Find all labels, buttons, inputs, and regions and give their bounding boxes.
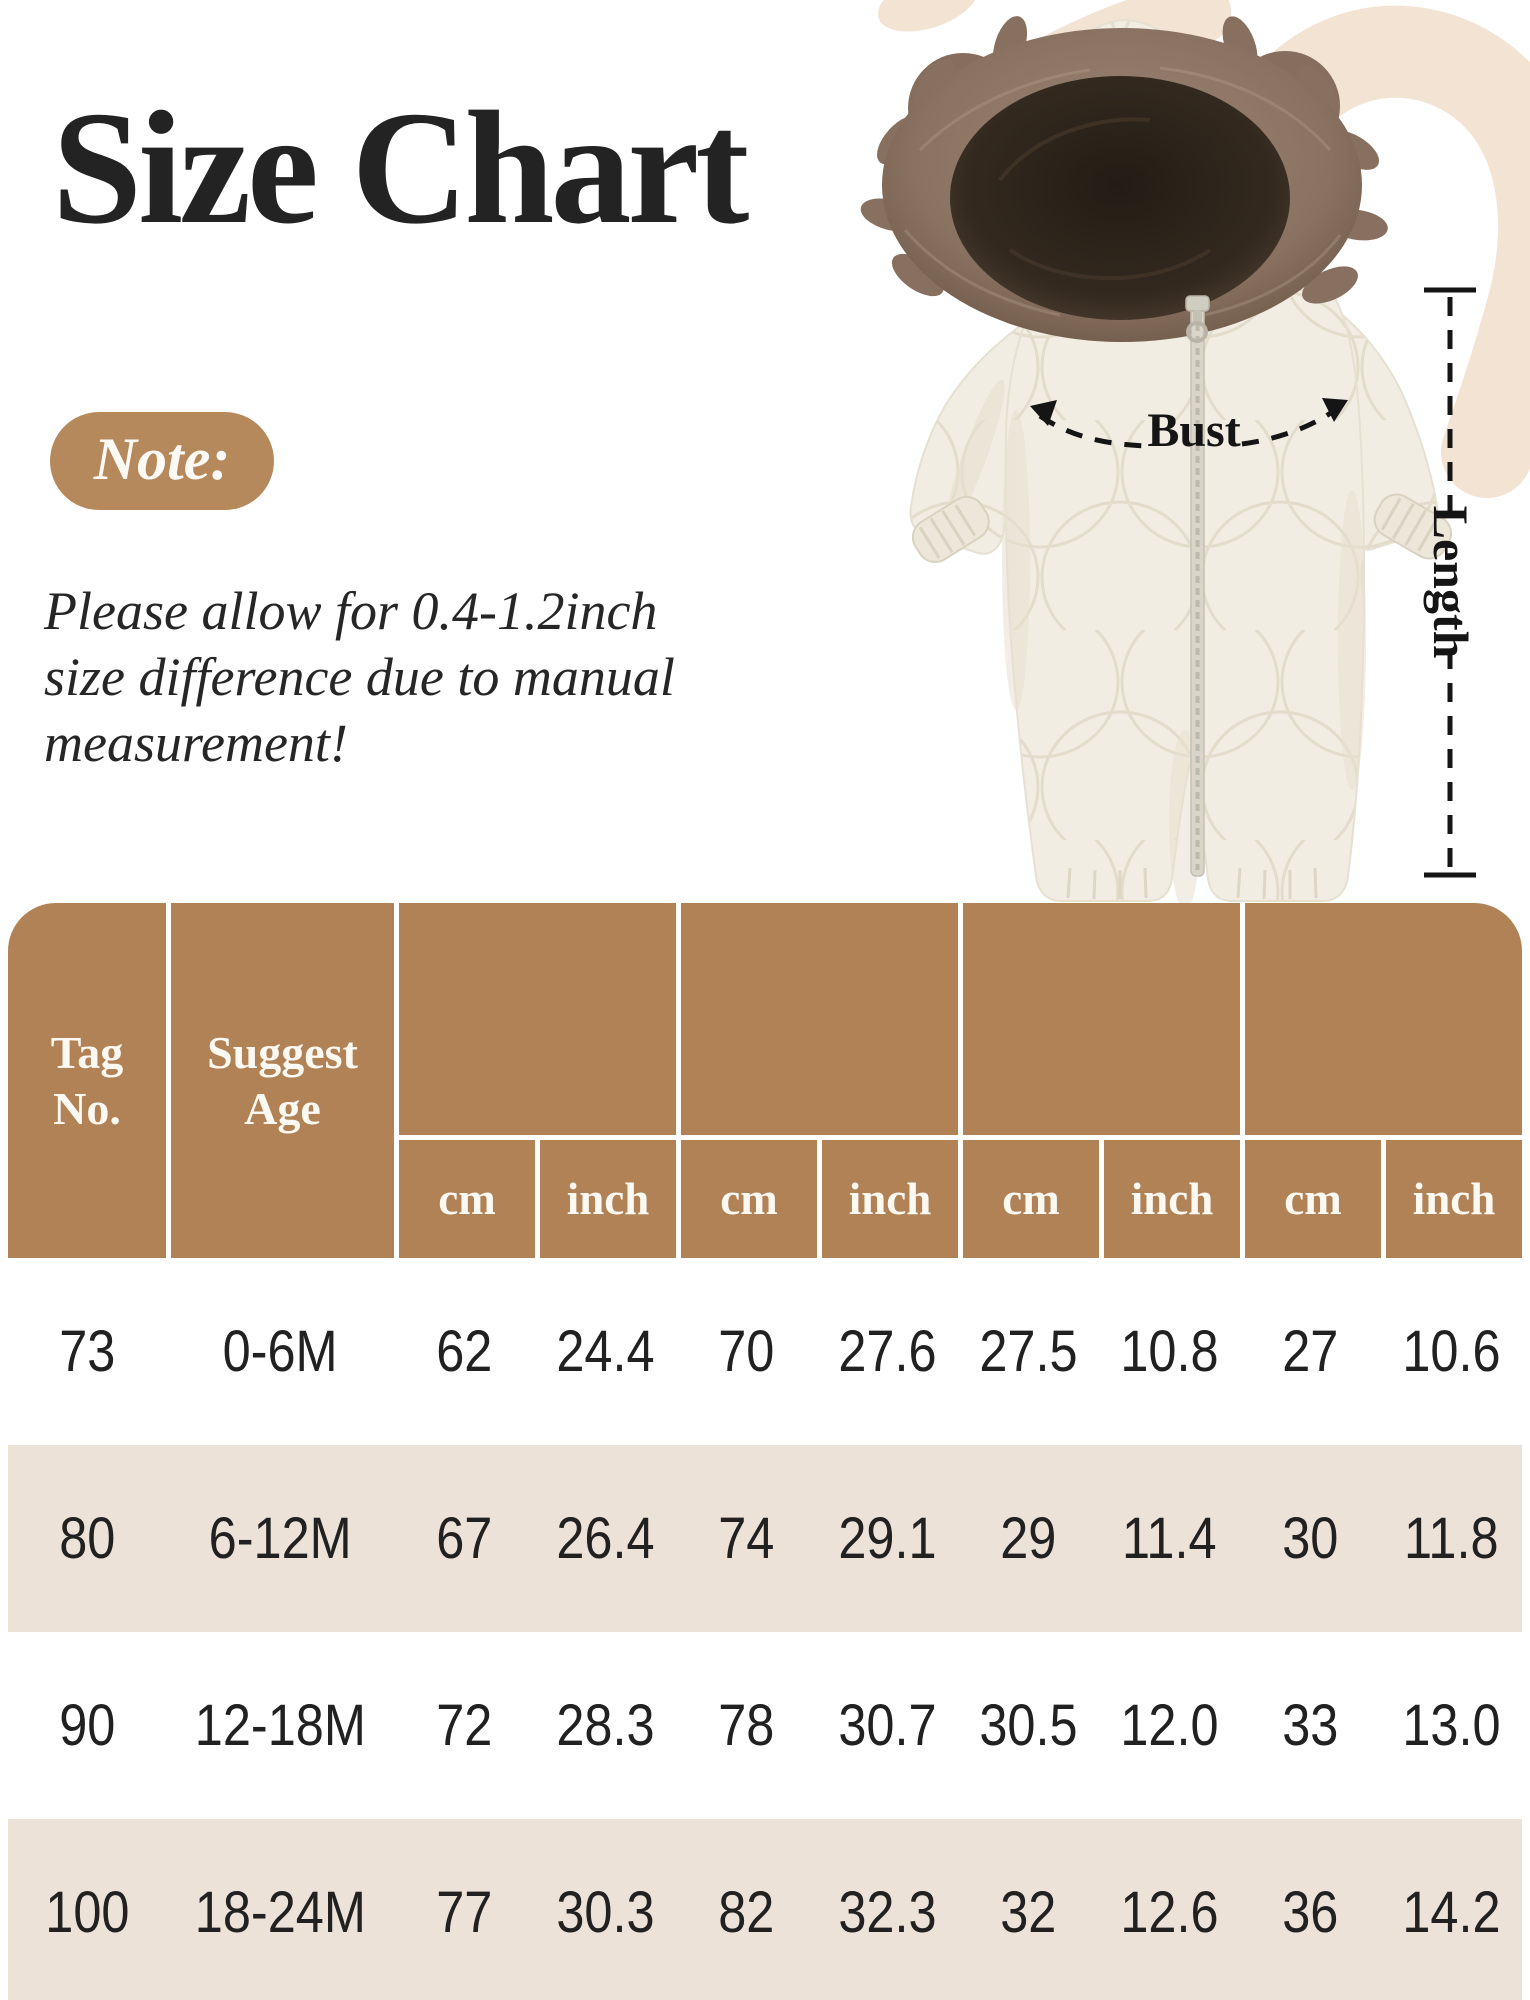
table-row: 73 0-6M 62 24.4 70 27.6 27.5 10.8 27 10.…: [8, 1258, 1522, 1445]
table-cell: 11.4: [1099, 1445, 1240, 1632]
table-cell: 18-24M: [166, 1819, 394, 2000]
table-cell: 27.6: [817, 1258, 958, 1445]
bust-annotation: Bust: [1030, 398, 1348, 457]
snowsuit-illustration: Bust Length: [860, 0, 1530, 910]
col-header-suggest-age: Suggest Age: [166, 903, 394, 1258]
table-cell: 30.7: [817, 1632, 958, 1819]
table-cell: 80: [8, 1445, 166, 1632]
col-header-shoulder: [958, 903, 1240, 1135]
col-header-length: [394, 903, 676, 1135]
unit-header-cm: cm: [394, 1135, 535, 1258]
table-cell: 30.3: [535, 1819, 676, 2000]
table-cell: 0-6M: [166, 1258, 394, 1445]
table-cell: 32: [958, 1819, 1099, 2000]
table-cell: 73: [8, 1258, 166, 1445]
bust-arrow-right: [1322, 398, 1348, 422]
page-title: Size Chart: [52, 79, 749, 258]
length-label: Length: [1423, 506, 1479, 659]
table-cell: 32.3: [817, 1819, 958, 2000]
table-cell: 62: [394, 1258, 535, 1445]
unit-header-inch: inch: [1099, 1135, 1240, 1258]
note-line: Please allow for 0.4-1.2inch: [44, 581, 658, 641]
unit-header-cm: cm: [958, 1135, 1099, 1258]
table-cell: 14.2: [1381, 1819, 1522, 2000]
unit-header-inch: inch: [535, 1135, 676, 1258]
hood-interior: [950, 76, 1290, 320]
table-row: 80 6-12M 67 26.4 74 29.1 29 11.4 30 11.8: [8, 1445, 1522, 1632]
table-cell: 77: [394, 1819, 535, 2000]
table-cell: 82: [676, 1819, 817, 2000]
col-header-bust: [676, 903, 958, 1135]
right-cuff: [1373, 493, 1453, 560]
table-cell: 74: [676, 1445, 817, 1632]
left-cuff: [911, 495, 990, 563]
table-row: 100 18-24M 77 30.3 82 32.3 32 12.6 36 14…: [8, 1819, 1522, 2000]
table-cell: 11.8: [1381, 1445, 1522, 1632]
unit-header-cm: cm: [676, 1135, 817, 1258]
table-cell: 12.0: [1099, 1632, 1240, 1819]
bust-label: Bust: [1147, 404, 1240, 457]
bust-arrow-left: [1030, 400, 1057, 426]
unit-header-inch: inch: [1381, 1135, 1522, 1258]
note-paragraph: Please allow for 0.4-1.2inch size differ…: [44, 578, 684, 776]
bear-hood: [860, 16, 1388, 342]
unit-header-inch: inch: [817, 1135, 958, 1258]
zipper: [1185, 295, 1210, 877]
table-cell: 67: [394, 1445, 535, 1632]
table-cell: 72: [394, 1632, 535, 1819]
table-cell: 100: [8, 1819, 166, 2000]
table-cell: 28.3: [535, 1632, 676, 1819]
table-cell: 10.6: [1381, 1258, 1522, 1445]
table-cell: 6-12M: [166, 1445, 394, 1632]
note-badge-label: Note:: [93, 425, 231, 492]
col-header-sleeve: [1240, 903, 1522, 1135]
table-cell: 70: [676, 1258, 817, 1445]
table-cell: 26.4: [535, 1445, 676, 1632]
col-header-tag-no: Tag No.: [8, 903, 166, 1258]
unit-header-cm: cm: [1240, 1135, 1381, 1258]
table-cell: 90: [8, 1632, 166, 1819]
table-cell: 33: [1240, 1632, 1381, 1819]
table-cell: 36: [1240, 1819, 1381, 2000]
table-cell: 30.5: [958, 1632, 1099, 1819]
table-cell: 78: [676, 1632, 817, 1819]
table-cell: 24.4: [535, 1258, 676, 1445]
table-cell: 10.8: [1099, 1258, 1240, 1445]
note-line: measurement!: [44, 713, 348, 773]
table-cell: 12-18M: [166, 1632, 394, 1819]
note-badge: Note:: [50, 412, 274, 510]
table-cell: 13.0: [1381, 1632, 1522, 1819]
table-cell: 30: [1240, 1445, 1381, 1632]
table-cell: 29.1: [817, 1445, 958, 1632]
table-row: 90 12-18M 72 28.3 78 30.7 30.5 12.0 33 1…: [8, 1632, 1522, 1819]
table-cell: 27: [1240, 1258, 1381, 1445]
table-cell: 12.6: [1099, 1819, 1240, 2000]
note-line: size difference due to manual: [44, 647, 675, 707]
table-cell: 27.5: [958, 1258, 1099, 1445]
size-table: Tag No. Suggest Age cm inch cm inch cm i…: [8, 903, 1522, 2000]
table-cell: 29: [958, 1445, 1099, 1632]
length-annotation: Length: [1423, 287, 1479, 878]
